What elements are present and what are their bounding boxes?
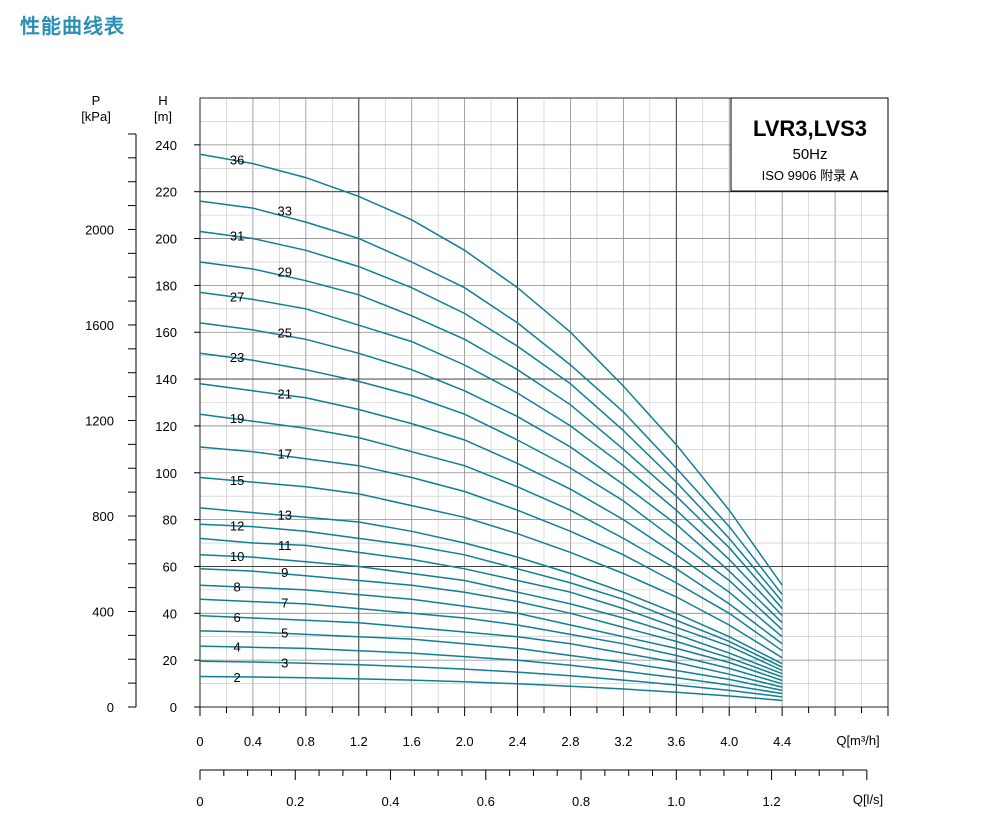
p-tick-label: 1600 <box>85 318 114 333</box>
curve-label-9: 9 <box>281 565 288 580</box>
curve-label-19: 19 <box>230 411 244 426</box>
qls-tick-label: 1.2 <box>763 794 781 809</box>
p-tick-label: 1200 <box>85 413 114 428</box>
curve-label-7: 7 <box>281 595 288 610</box>
curve-21 <box>199 383 783 638</box>
model-title: LVR3,LVS3 <box>753 116 867 141</box>
curve-6 <box>199 614 783 688</box>
curve-label-8: 8 <box>233 579 240 594</box>
q-axis-label: Q[m³/h] <box>836 733 879 748</box>
curve-5 <box>199 630 783 692</box>
q-tick-label: 3.6 <box>667 734 685 749</box>
q-tick-label: 1.6 <box>403 734 421 749</box>
curve-36 <box>199 153 783 586</box>
q-tick-label: 1.2 <box>350 734 368 749</box>
h-tick-label: 100 <box>155 466 177 481</box>
curve-label-5: 5 <box>281 625 288 640</box>
curve-label-29: 29 <box>278 265 292 280</box>
h-tick-label: 240 <box>155 138 177 153</box>
curve-label-36: 36 <box>230 152 244 167</box>
q-tick-label: 4.4 <box>773 734 791 749</box>
p-tick-label: 400 <box>92 604 114 619</box>
qls-tick-label: 1.0 <box>667 794 685 809</box>
h-tick-label: 220 <box>155 185 177 200</box>
curve-label-25: 25 <box>278 326 292 341</box>
curve-label-2: 2 <box>233 670 240 685</box>
curve-label-10: 10 <box>230 549 244 564</box>
curve-label-12: 12 <box>230 519 244 534</box>
h-tick-label: 140 <box>155 372 177 387</box>
curve-13 <box>199 507 783 665</box>
grid <box>199 97 889 708</box>
h-tick-label: 160 <box>155 325 177 340</box>
q-tick-label: 0.8 <box>297 734 315 749</box>
h-tick-label: 60 <box>163 559 177 574</box>
curve-33 <box>199 200 783 596</box>
page-heading: 性能曲线表 <box>20 14 125 38</box>
curve-label-15: 15 <box>230 473 244 488</box>
title-box <box>730 97 889 192</box>
curve-4 <box>199 645 783 695</box>
curve-8 <box>199 584 783 682</box>
q-tick-label: 4.0 <box>720 734 738 749</box>
curve-19 <box>199 413 783 645</box>
h-tick-label: 120 <box>155 419 177 434</box>
q-tick-label: 2.4 <box>508 734 526 749</box>
p-axis-label: P <box>92 93 101 108</box>
curve-label-3: 3 <box>281 655 288 670</box>
curve-label-23: 23 <box>230 350 244 365</box>
p-tick-label: 800 <box>92 509 114 524</box>
curve-label-17: 17 <box>278 446 292 461</box>
curve-label-6: 6 <box>233 610 240 625</box>
curve-25 <box>199 322 783 624</box>
axes: 0204060801001201401601802002202400400800… <box>85 133 889 809</box>
h-axis-label: H <box>158 93 167 108</box>
p-axis-unit: [kPa] <box>81 109 111 124</box>
q-tick-label: 0 <box>196 734 203 749</box>
h-tick-label: 200 <box>155 232 177 247</box>
q-tick-label: 2.0 <box>456 734 474 749</box>
curve-2 <box>199 675 783 702</box>
curve-label-4: 4 <box>233 640 240 655</box>
curves: 36 33 31 29 27 25 23 21 19 17 15 13 12 11 10 9 8 7 6 5 4 3 2 <box>199 152 783 702</box>
h-tick-label: 80 <box>163 513 177 528</box>
curve-label-11: 11 <box>278 538 292 553</box>
qls-tick-label: 0.4 <box>381 794 399 809</box>
qls-tick-label: 0.2 <box>286 794 304 809</box>
q-tick-label: 0.4 <box>244 734 262 749</box>
curve-3 <box>199 660 783 698</box>
curve-27 <box>199 291 783 617</box>
h-tick-label: 0 <box>170 700 177 715</box>
qls-tick-label: 0 <box>196 794 203 809</box>
curve-12 <box>199 523 783 668</box>
curve-7 <box>199 598 783 685</box>
qls-axis-label: Q[l/s] <box>853 792 883 807</box>
q-tick-label: 2.8 <box>561 734 579 749</box>
p-tick-label: 0 <box>107 700 114 715</box>
curve-29 <box>199 261 783 610</box>
curve-9 <box>199 568 783 678</box>
curve-label-21: 21 <box>278 386 292 401</box>
h-tick-label: 20 <box>163 653 177 668</box>
curve-15 <box>199 476 783 659</box>
standard-label: ISO 9906 附录 A <box>762 168 859 183</box>
curve-11 <box>199 537 783 672</box>
h-axis-unit: [m] <box>154 109 172 124</box>
curve-10 <box>199 554 783 675</box>
p-tick-label: 2000 <box>85 222 114 237</box>
curve-label-33: 33 <box>278 204 292 219</box>
curve-23 <box>199 352 783 631</box>
qls-tick-label: 0.8 <box>572 794 590 809</box>
h-tick-label: 40 <box>163 606 177 621</box>
curve-label-27: 27 <box>230 289 244 304</box>
frequency-label: 50Hz <box>792 146 827 163</box>
curve-31 <box>199 230 783 603</box>
h-tick-label: 180 <box>155 278 177 293</box>
qls-tick-label: 0.6 <box>477 794 495 809</box>
curve-label-13: 13 <box>278 507 292 522</box>
curve-17 <box>199 446 783 652</box>
curve-label-31: 31 <box>230 228 244 243</box>
q-tick-label: 3.2 <box>614 734 632 749</box>
